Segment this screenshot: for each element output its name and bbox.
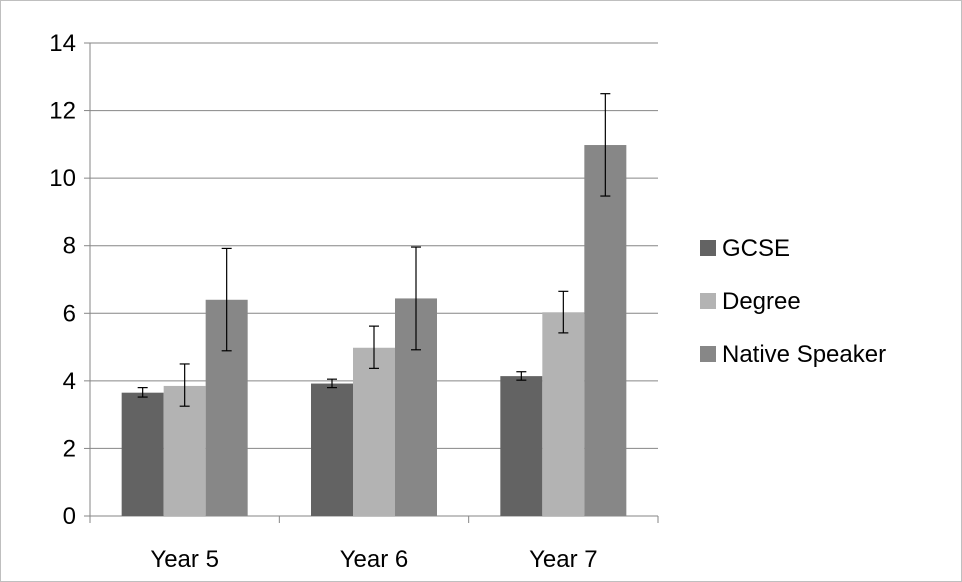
bars: [121, 145, 627, 517]
legend-swatch: [700, 346, 716, 362]
y-tick-label: 2: [63, 435, 76, 462]
legend-swatch: [700, 293, 716, 309]
legend-label: Native Speaker: [722, 341, 886, 368]
legend-label: GCSE: [722, 235, 790, 262]
bar: [353, 347, 395, 516]
y-tick-label: 14: [49, 30, 76, 57]
x-tick-label: Year 5: [150, 546, 219, 573]
y-tick-label: 4: [63, 368, 76, 395]
bar: [163, 385, 206, 516]
bar: [121, 392, 164, 516]
legend: GCSE Degree Native Speaker: [700, 235, 886, 368]
bar: [500, 376, 543, 516]
y-tick-label: 0: [63, 503, 76, 530]
y-tick-label: 6: [63, 300, 76, 327]
y-tick-label: 12: [49, 98, 76, 125]
error-bars: [137, 93, 611, 407]
y-tick-label: 10: [49, 165, 76, 192]
x-tick-label: Year 6: [340, 546, 409, 573]
bar: [584, 145, 627, 517]
y-tick-label: 8: [63, 233, 76, 260]
legend-label: Degree: [722, 288, 801, 315]
y-tick-labels: 0 2 4 6 8 10 12 14: [49, 30, 76, 530]
bar: [542, 312, 585, 516]
legend-swatch: [700, 240, 716, 256]
x-tick-label: Year 7: [529, 546, 598, 573]
x-tick-labels: Year 5 Year 6 Year 7: [150, 546, 597, 573]
bar: [311, 383, 353, 516]
